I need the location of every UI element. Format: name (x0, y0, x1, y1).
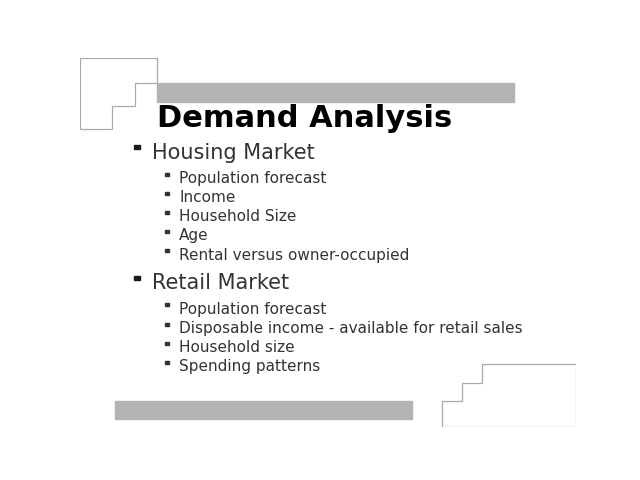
Polygon shape (442, 364, 576, 427)
Bar (134, 276, 140, 280)
Bar (157, 84, 514, 102)
Text: Spending patterns: Spending patterns (179, 359, 321, 374)
Polygon shape (80, 58, 157, 129)
Text: Population forecast: Population forecast (179, 301, 326, 316)
Text: Income: Income (179, 190, 236, 205)
Bar (165, 323, 169, 325)
Bar (165, 172, 169, 176)
Bar (165, 211, 169, 214)
Text: Retail Market: Retail Market (152, 274, 289, 293)
Bar (115, 401, 412, 419)
Bar (165, 342, 169, 345)
Bar (165, 361, 169, 364)
Text: Disposable income - available for retail sales: Disposable income - available for retail… (179, 321, 523, 336)
Text: Demand Analysis: Demand Analysis (157, 104, 452, 133)
Bar (134, 145, 140, 149)
Text: Population forecast: Population forecast (179, 171, 326, 186)
Text: Age: Age (179, 228, 209, 243)
Text: Rental versus owner-occupied: Rental versus owner-occupied (179, 248, 410, 263)
Bar (165, 230, 169, 233)
Text: Household Size: Household Size (179, 209, 296, 224)
Text: Housing Market: Housing Market (152, 143, 315, 163)
Bar (165, 303, 169, 306)
Bar (165, 250, 169, 252)
Bar (165, 192, 169, 195)
Text: Household size: Household size (179, 340, 295, 355)
Text: 43: 43 (520, 402, 543, 420)
